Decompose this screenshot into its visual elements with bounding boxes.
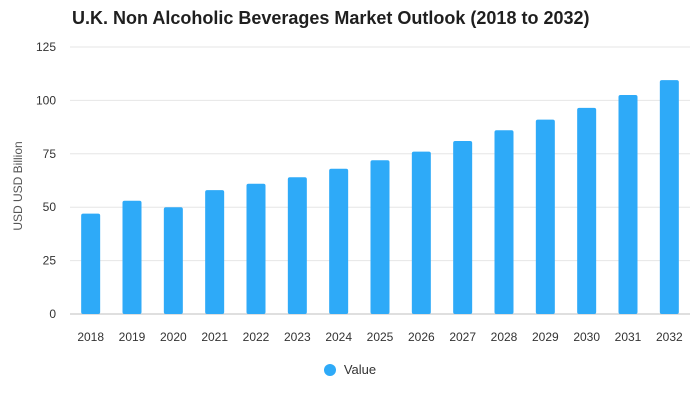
bar-2020[interactable] [163,207,183,314]
x-tick-label: 2031 [615,330,642,344]
x-tick-label: 2023 [284,330,311,344]
bar-2019[interactable] [122,200,142,314]
y-tick-label: 75 [43,147,57,161]
bar-2024[interactable] [329,168,349,314]
bar-2027[interactable] [453,140,473,314]
y-tick-label: 100 [36,93,56,107]
bars [81,80,679,315]
x-tick-label: 2027 [449,330,476,344]
bar-2025[interactable] [370,160,390,314]
x-tick-label: 2032 [656,330,683,344]
y-axis-ticks: 0 25 50 75 100 125 [36,40,56,321]
y-tick-label: 125 [36,40,56,54]
x-tick-label: 2024 [325,330,352,344]
x-tick-label: 2028 [491,330,518,344]
x-tick-label: 2020 [160,330,187,344]
x-tick-label: 2026 [408,330,435,344]
x-tick-label: 2030 [573,330,600,344]
x-tick-label: 2022 [243,330,270,344]
x-tick-label: 2025 [367,330,394,344]
bar-2026[interactable] [411,151,431,314]
bar-2031[interactable] [618,95,638,314]
y-tick-label: 50 [43,200,57,214]
bar-2032[interactable] [659,80,679,314]
x-axis-ticks: 2018 2019 2020 2021 2022 2023 2024 2025 2026 2027… [77,330,683,344]
legend-label: Value [343,362,377,377]
x-tick-label: 2019 [119,330,146,344]
chart-title: U.K. Non Alcoholic Beverages Market Outl… [72,8,590,28]
bar-2028[interactable] [494,130,514,314]
x-tick-label: 2029 [532,330,559,344]
bar-2030[interactable] [577,107,597,314]
legend-swatch [323,363,336,376]
y-axis-title: USD USD Billion [11,141,25,230]
y-tick-label: 0 [49,307,56,321]
bar-2023[interactable] [287,177,307,314]
legend: Value [0,362,700,377]
bar-2022[interactable] [246,183,266,314]
y-tick-label: 25 [43,254,57,268]
bar-2021[interactable] [205,190,225,314]
bar-2029[interactable] [535,119,555,315]
x-tick-label: 2018 [77,330,104,344]
bar-2018[interactable] [81,213,101,314]
x-tick-label: 2021 [201,330,228,344]
